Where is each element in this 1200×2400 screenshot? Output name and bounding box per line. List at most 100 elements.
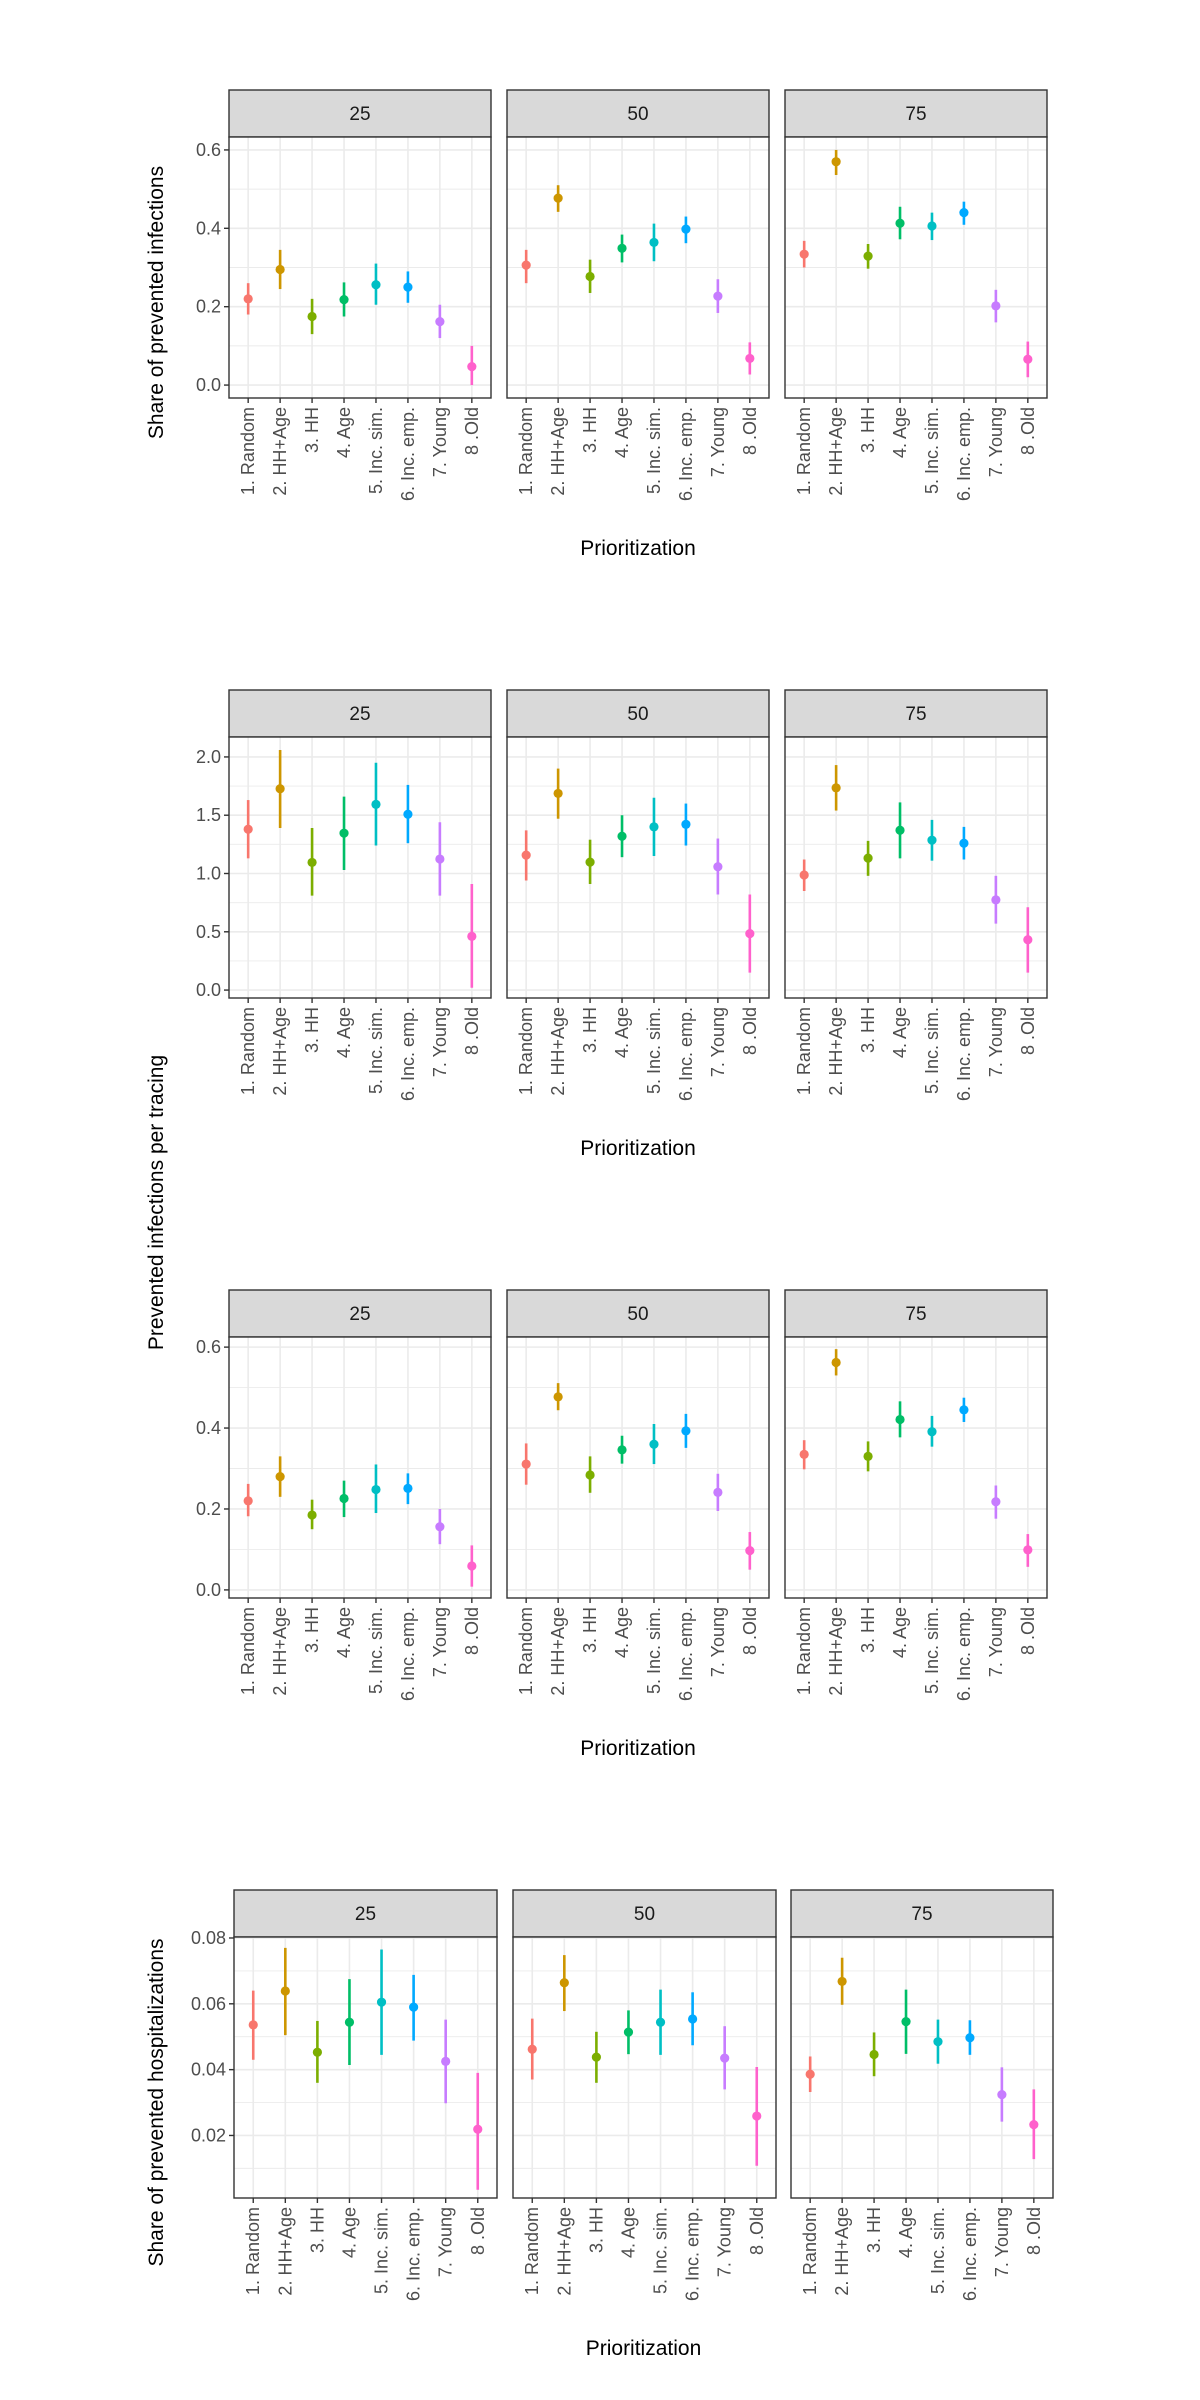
- x-tick-label: 3. HH: [302, 1007, 322, 1053]
- x-tick-label: 2. HH+Age: [548, 407, 568, 496]
- x-axis-title: Prioritization: [580, 1737, 696, 1760]
- x-tick-label: 1. Random: [238, 1007, 258, 1095]
- facet-strip: [506, 1289, 770, 1338]
- x-tick-label: 4. Age: [334, 1007, 354, 1058]
- facet-panel-25: 25 1. Random 2. HH+Age 3. HH 4. Age 5. Inc. s…: [191, 1889, 498, 2301]
- x-tick-label: 8 .Old: [462, 1007, 482, 1055]
- panel-border: [784, 736, 1048, 999]
- x-tick-label: 6. Inc. emp.: [398, 407, 418, 501]
- data-point: [991, 1497, 1001, 1507]
- chart-3: 25 1. Random 2. HH+Age 3. HH 4. Age 5. Inc. s…: [145, 1289, 1048, 2267]
- facet-panel-50: 50 1. Random 2. HH+Age 3. HH 4. Age 5. Inc. s…: [506, 89, 770, 501]
- facet-panel-75: 75 1. Random 2. HH+Age 3. HH 4. Age 5. Inc. s…: [784, 689, 1048, 1101]
- x-tick-label: 1. Random: [238, 407, 258, 495]
- y-tick-label: 0.6: [196, 140, 221, 160]
- x-tick-label: 7. Young: [992, 2207, 1012, 2277]
- data-point: [720, 2053, 730, 2063]
- facet-strip-label: 50: [627, 1304, 648, 1325]
- x-tick-label: 4. Age: [612, 1007, 632, 1058]
- facet-strip: [784, 689, 1048, 738]
- data-point: [376, 1997, 387, 2007]
- x-tick-label: 2. HH+Age: [832, 2207, 852, 2296]
- data-point: [275, 784, 285, 794]
- panel-background: [507, 737, 769, 998]
- data-point: [585, 1470, 595, 1480]
- data-point: [799, 1449, 809, 1459]
- chart-1: 25 1. Random 2. HH+Age 3. HH 4. Age 5. Inc. s…: [145, 89, 1048, 560]
- data-point: [799, 249, 809, 259]
- facet-strip: [233, 1889, 498, 1938]
- facet-panel-25: 25 1. Random 2. HH+Age 3. HH 4. Age 5. Inc. s…: [196, 689, 492, 1101]
- x-tick-label: 5. Inc. sim.: [922, 407, 942, 494]
- y-tick-label: 0.04: [191, 2060, 226, 2080]
- x-tick-label: 5. Inc. sim.: [644, 1007, 664, 1094]
- x-tick-label: 4. Age: [890, 1007, 910, 1058]
- x-tick-label: 8 .Old: [747, 2207, 767, 2255]
- x-tick-label: 4. Age: [334, 407, 354, 458]
- facet-panel-50: 50 1. Random 2. HH+Age 3. HH 4. Age 5. Inc. s…: [506, 1289, 770, 1701]
- data-point: [959, 208, 969, 218]
- x-tick-label: 8 .Old: [462, 407, 482, 455]
- x-tick-label: 5. Inc. sim.: [372, 2207, 392, 2294]
- x-tick-label: 2. HH+Age: [270, 1607, 290, 1696]
- x-tick-label: 1. Random: [800, 2207, 820, 2295]
- facet-strip: [228, 89, 492, 138]
- data-point: [713, 1487, 723, 1497]
- x-tick-label: 7. Young: [708, 407, 728, 477]
- panel-background: [507, 1337, 769, 1598]
- panel-background: [785, 737, 1047, 998]
- y-tick-label: 0.2: [196, 1499, 221, 1519]
- x-tick-label: 8 .Old: [740, 407, 760, 455]
- data-point: [649, 822, 659, 832]
- data-point: [752, 2111, 762, 2121]
- data-point: [681, 819, 691, 829]
- data-point: [688, 2014, 698, 2024]
- data-point: [403, 282, 413, 292]
- x-tick-label: 5. Inc. sim.: [644, 407, 664, 494]
- data-point: [275, 1472, 285, 1482]
- data-point: [403, 1483, 413, 1493]
- panel-background: [513, 1937, 776, 2198]
- y-axis-title: Share of prevented hospitalizations: [145, 1938, 168, 2266]
- data-point: [863, 1451, 873, 1461]
- data-point: [339, 1493, 349, 1504]
- facet-panel-50: 50 1. Random 2. HH+Age 3. HH 4. Age 5. Inc. s…: [506, 689, 770, 1101]
- x-tick-label: 5. Inc. sim.: [644, 1607, 664, 1694]
- facet-strip-label: 25: [355, 1904, 376, 1925]
- x-tick-label: 7. Young: [708, 1007, 728, 1077]
- facet-strip: [784, 1289, 1048, 1338]
- x-tick-label: 4. Age: [334, 1607, 354, 1658]
- panel-border: [228, 736, 492, 999]
- y-tick-label: 0.6: [196, 1337, 221, 1357]
- x-tick-label: 4. Age: [890, 407, 910, 458]
- x-tick-label: 1. Random: [522, 2207, 542, 2295]
- x-tick-label: 7. Young: [986, 407, 1006, 477]
- data-point: [591, 2052, 601, 2062]
- y-tick-label: 0.4: [196, 218, 221, 238]
- facet-strip-label: 50: [627, 104, 648, 125]
- x-tick-label: 2. HH+Age: [826, 1607, 846, 1696]
- data-point: [997, 2090, 1007, 2100]
- facet-strip-label: 25: [349, 704, 370, 725]
- panel-background: [229, 737, 491, 998]
- data-point: [799, 870, 809, 880]
- y-tick-label: 1.5: [196, 805, 221, 825]
- x-tick-label: 8 .Old: [740, 1607, 760, 1655]
- data-point: [243, 294, 253, 304]
- x-axis-title: Prioritization: [580, 1137, 696, 1160]
- facet-panel-50: 50 1. Random 2. HH+Age 3. HH 4. Age 5. Inc. s…: [512, 1889, 777, 2301]
- facet-strip: [228, 689, 492, 738]
- x-tick-label: 7. Young: [986, 1007, 1006, 1077]
- y-tick-label: 0.0: [196, 1580, 221, 1600]
- x-tick-label: 4. Age: [890, 1607, 910, 1658]
- panel-border: [506, 736, 770, 999]
- x-tick-label: 3. HH: [302, 407, 322, 453]
- data-point: [869, 2049, 879, 2060]
- y-tick-label: 0.06: [191, 1994, 226, 2014]
- data-point: [933, 2037, 943, 2047]
- facet-strip-label: 75: [911, 1904, 932, 1925]
- chart-4: 25 1. Random 2. HH+Age 3. HH 4. Age 5. Inc. s…: [191, 1889, 1054, 2360]
- data-point: [895, 1414, 905, 1425]
- data-point: [553, 788, 563, 799]
- panel-border: [784, 1336, 1048, 1599]
